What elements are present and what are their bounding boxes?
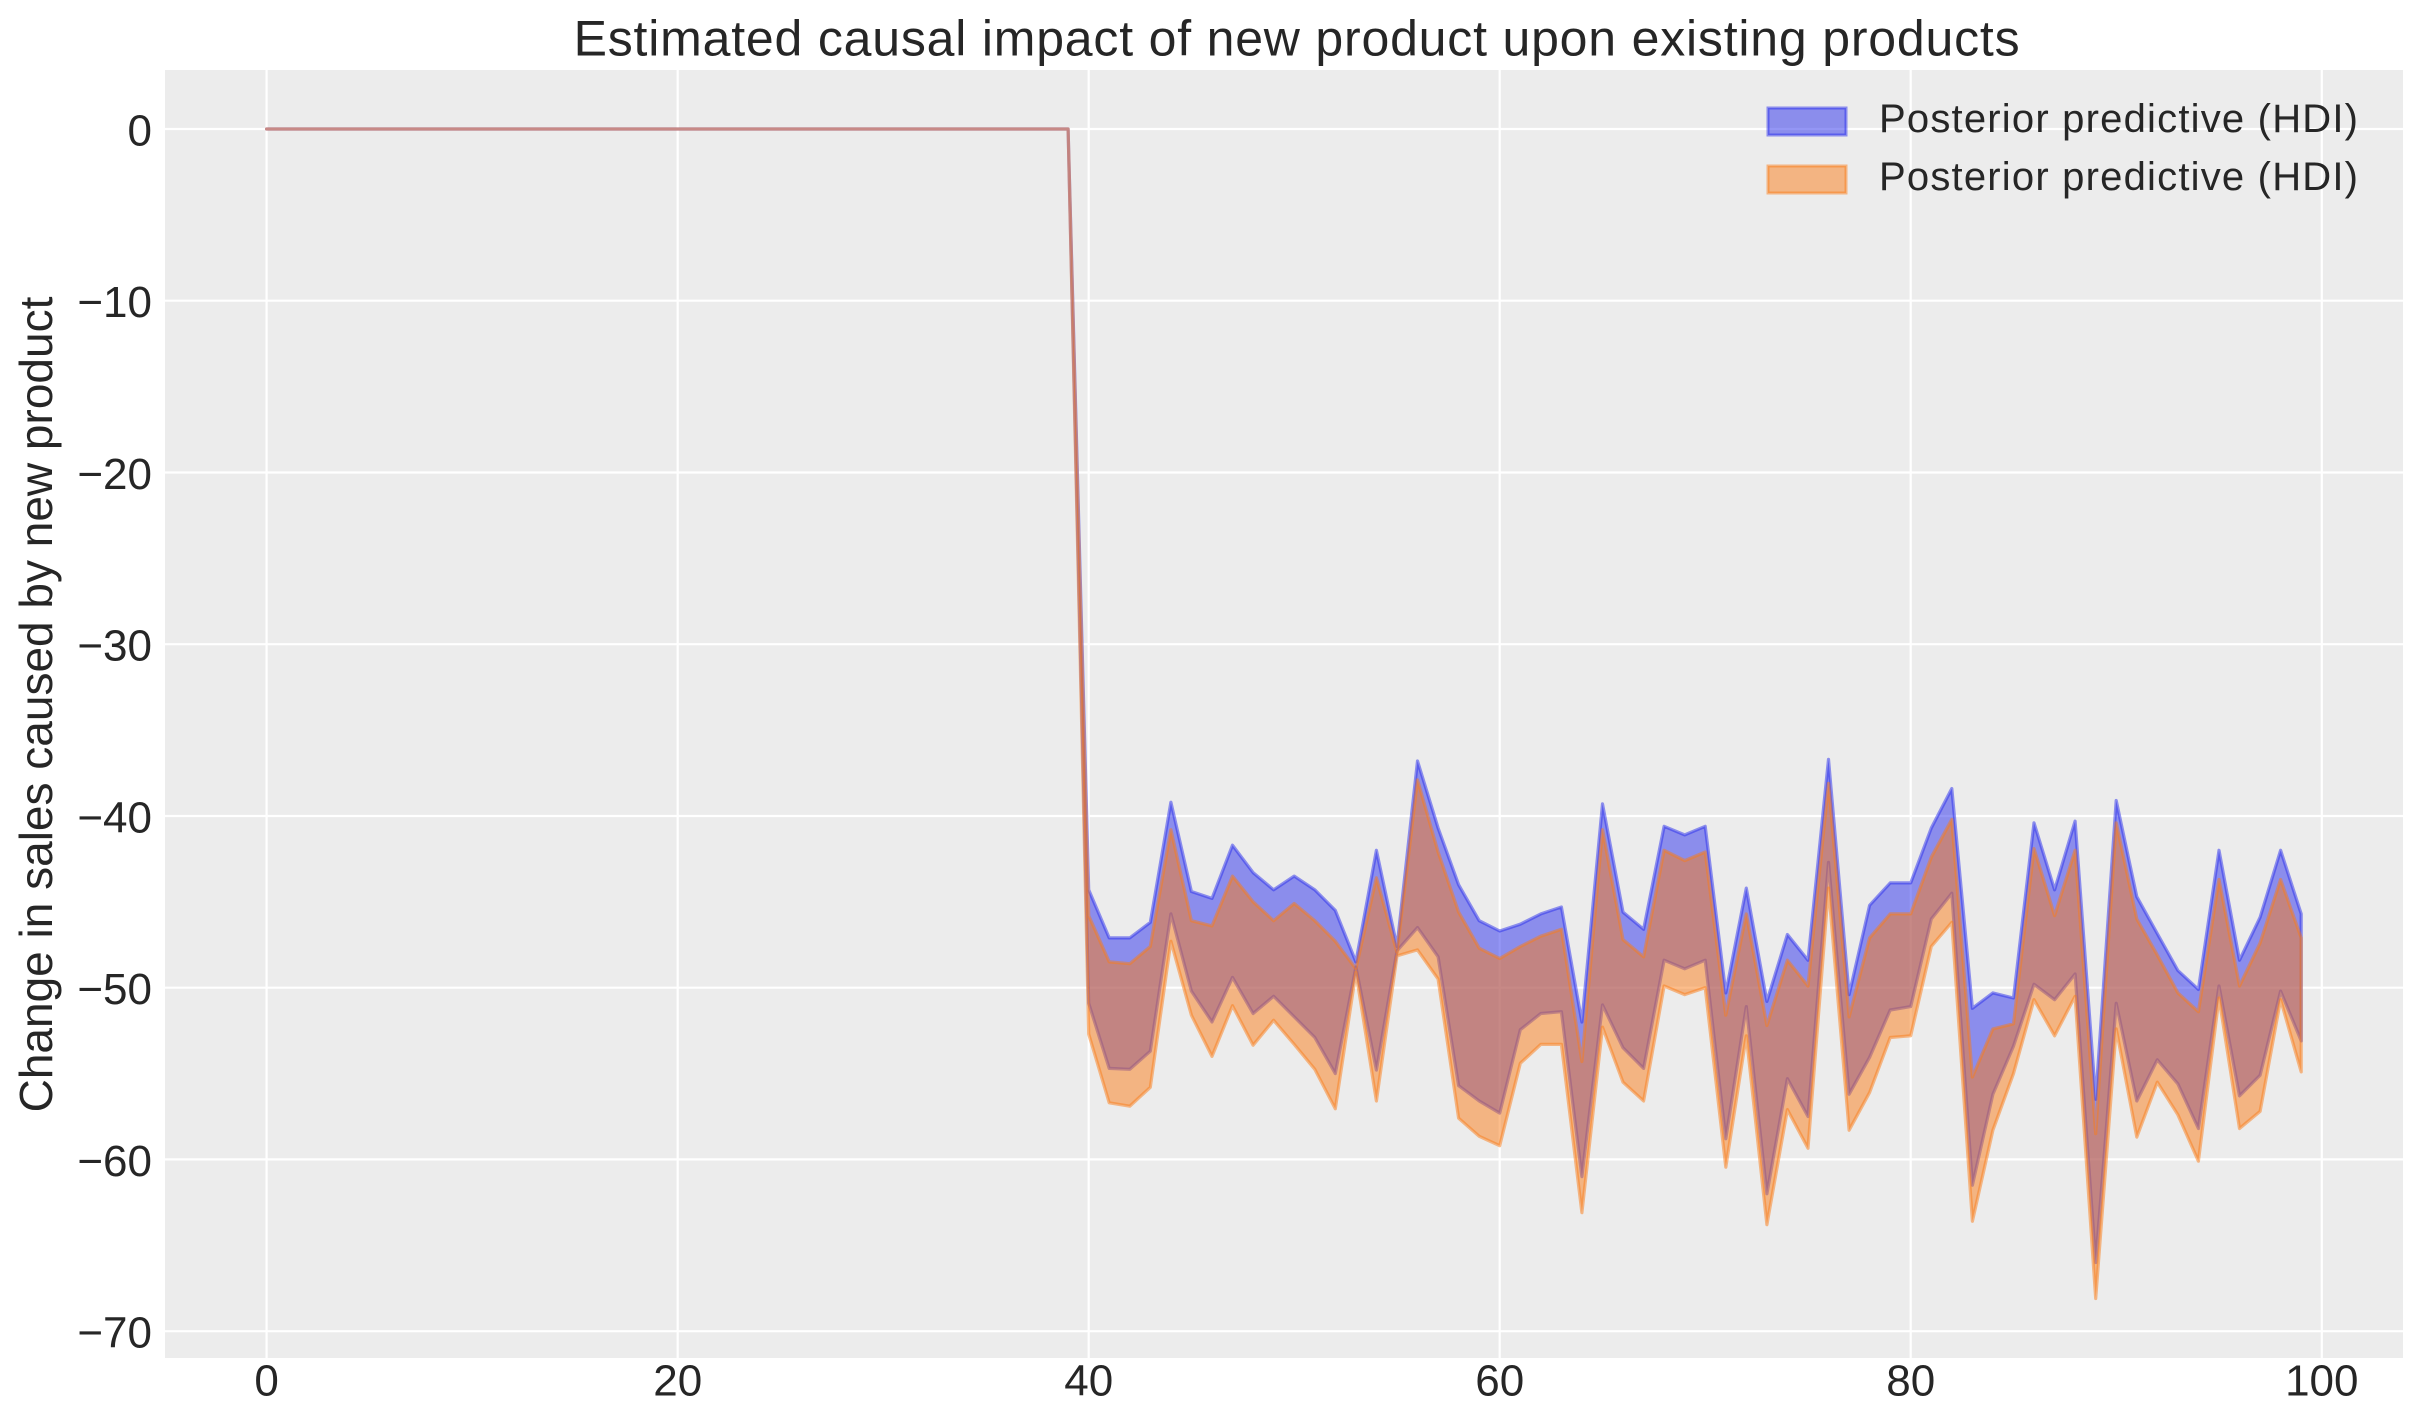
svg-text:0: 0 [128,107,152,156]
svg-text:−20: −20 [77,450,152,499]
svg-text:−30: −30 [77,622,152,671]
svg-text:Posterior predictive (HDI): Posterior predictive (HDI) [1879,155,2359,199]
svg-text:40: 40 [1064,1357,1113,1406]
svg-text:−60: −60 [77,1137,152,1186]
svg-text:−70: −70 [77,1309,152,1358]
svg-text:100: 100 [2285,1357,2358,1406]
svg-text:Estimated causal impact of new: Estimated causal impact of new product u… [574,11,2021,67]
svg-text:Posterior predictive (HDI): Posterior predictive (HDI) [1879,97,2359,141]
svg-text:60: 60 [1475,1357,1524,1406]
svg-text:80: 80 [1886,1357,1935,1406]
svg-text:−10: −10 [77,278,152,327]
svg-text:−40: −40 [77,794,152,843]
svg-text:Change in sales caused by new: Change in sales caused by new product [10,296,62,1112]
svg-text:0: 0 [254,1357,278,1406]
svg-text:20: 20 [653,1357,702,1406]
svg-text:−50: −50 [77,965,152,1014]
